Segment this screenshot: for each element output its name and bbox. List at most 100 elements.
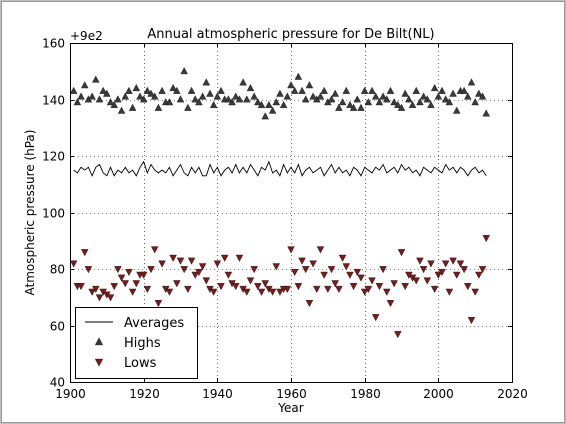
- lows-point: [88, 288, 96, 296]
- lows-point: [132, 280, 141, 288]
- lows-point: [324, 285, 332, 294]
- y-axis-label: Atmospheric pressure (hPa): [23, 130, 37, 296]
- lows-point: [261, 280, 269, 288]
- highs-point: [346, 100, 354, 109]
- lows-point: [294, 283, 303, 291]
- lows-point: [467, 316, 476, 325]
- highs-point: [445, 98, 454, 106]
- highs-point: [316, 92, 325, 100]
- lows-point: [386, 300, 395, 308]
- lows-point: [139, 271, 148, 279]
- highs-point: [173, 86, 181, 94]
- highs-point: [353, 95, 362, 103]
- legend-marker-swatch: [94, 337, 104, 346]
- lows-point: [125, 268, 133, 277]
- legend: Averages Highs Lows: [75, 307, 198, 379]
- lows-point: [360, 288, 369, 296]
- lows-point: [217, 283, 225, 291]
- lows-point: [290, 268, 299, 277]
- lows-point: [173, 280, 181, 288]
- highs-point: [95, 95, 104, 103]
- y-tick-label: 40: [50, 376, 65, 390]
- highs-point: [77, 92, 85, 100]
- highs-point: [69, 86, 78, 94]
- x-axis-label: Year: [277, 401, 303, 415]
- highs-point: [206, 89, 214, 97]
- highs-point: [184, 103, 192, 111]
- lows-point: [169, 254, 177, 262]
- highs-point: [416, 98, 424, 106]
- lows-point: [257, 288, 266, 296]
- highs-point: [257, 100, 266, 109]
- highs-point: [202, 78, 211, 86]
- lows-point: [235, 254, 244, 262]
- lows-point: [195, 268, 203, 277]
- lows-point: [419, 266, 428, 274]
- lows-point: [69, 260, 78, 268]
- lows-point: [368, 277, 376, 285]
- highs-point: [150, 92, 159, 100]
- highs-point: [309, 92, 317, 100]
- highs-point: [430, 83, 439, 92]
- lows-point: [176, 257, 185, 265]
- highs-point: [371, 92, 380, 100]
- lows-point: [180, 266, 188, 274]
- lows-point: [327, 266, 336, 274]
- highs-point: [427, 100, 435, 109]
- lows-point: [313, 285, 321, 294]
- lows-series: [69, 235, 490, 339]
- highs-point: [327, 95, 336, 103]
- highs-point: [187, 86, 196, 94]
- x-tick-label: 1960: [276, 387, 307, 401]
- highs-point: [228, 98, 236, 106]
- highs-point: [449, 89, 457, 97]
- highs-point: [132, 83, 141, 92]
- highs-point: [305, 81, 314, 89]
- lows-point: [401, 283, 409, 291]
- highs-point: [209, 100, 218, 109]
- highs-point: [176, 95, 185, 103]
- lows-point: [117, 274, 126, 282]
- highs-point: [287, 81, 295, 89]
- highs-point: [110, 100, 118, 109]
- highs-point: [331, 89, 339, 97]
- x-tick-label: 2020: [497, 387, 528, 401]
- lows-point: [460, 266, 468, 274]
- y-tick-label: 140: [42, 94, 65, 108]
- lows-point: [427, 260, 435, 268]
- highs-point: [375, 98, 384, 106]
- lows-point: [475, 271, 483, 279]
- lows-point: [349, 283, 358, 291]
- highs-point: [147, 89, 155, 97]
- y-tick-label: 60: [50, 320, 65, 334]
- highs-point: [338, 98, 347, 106]
- lows-point: [80, 249, 89, 257]
- highs-point: [73, 98, 82, 106]
- lows-point: [106, 294, 115, 302]
- lows-point: [412, 277, 420, 285]
- highs-point: [452, 106, 461, 114]
- lows-point: [121, 280, 130, 288]
- lows-point: [191, 271, 199, 279]
- highs-point: [250, 92, 258, 100]
- lows-point: [224, 271, 233, 279]
- lows-point: [342, 263, 351, 271]
- y-offset-label: +9e2: [70, 29, 103, 43]
- lows-point: [478, 266, 487, 274]
- lows-point: [77, 283, 85, 291]
- highs-point: [408, 100, 417, 109]
- highs-point: [143, 86, 152, 94]
- highs-point: [239, 78, 247, 86]
- highs-point: [139, 95, 148, 103]
- highs-point: [423, 95, 432, 103]
- highs-point: [386, 86, 395, 94]
- highs-series: [69, 67, 490, 120]
- lows-point: [298, 257, 306, 265]
- legend-marker-swatch: [94, 358, 104, 367]
- highs-point: [224, 95, 233, 103]
- legend-label: Lows: [124, 356, 157, 371]
- lows-point: [165, 288, 174, 296]
- lows-point: [250, 266, 258, 274]
- lows-point: [364, 285, 373, 294]
- highs-point: [482, 109, 490, 117]
